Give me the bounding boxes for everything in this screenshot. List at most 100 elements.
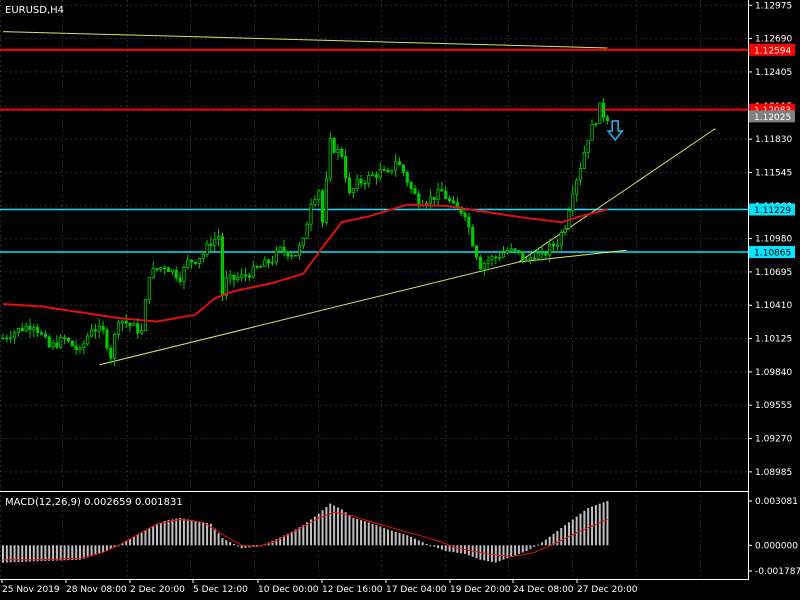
candle-body [105, 329, 109, 349]
candle-body [471, 226, 475, 247]
candle-body [578, 168, 583, 181]
candle-body [301, 237, 305, 247]
level-label-bg [749, 110, 795, 123]
macd-histogram-bar [233, 544, 235, 546]
macd-histogram-bar [352, 517, 355, 546]
macd-histogram-bar [560, 528, 563, 546]
candle-body [559, 232, 563, 246]
macd-histogram-bar [5, 545, 8, 563]
macd-histogram-bar [567, 522, 570, 546]
horizontal-levels[interactable] [0, 48, 748, 253]
candle-body [267, 259, 271, 264]
trendlines[interactable] [2, 31, 716, 366]
level-label: 1.12025 [754, 113, 791, 123]
macd-histogram-bar [587, 507, 590, 546]
candle-body [236, 277, 240, 280]
macd-histogram-bar [517, 545, 520, 554]
macd-histogram-bar [13, 545, 16, 563]
macd-histogram-bar [367, 522, 370, 546]
macd-histogram-bar [271, 540, 274, 546]
price-candles [1, 98, 610, 367]
macd-histogram-bar [440, 545, 443, 550]
candle-body [447, 198, 452, 202]
macd-tick-label: 0.000000 [755, 541, 798, 551]
macd-histogram-bar [394, 531, 397, 546]
candle-body [278, 246, 282, 252]
candle-body [555, 244, 560, 247]
candle-body [394, 161, 398, 171]
macd-histogram-bar [198, 521, 201, 546]
candle-body [155, 268, 159, 271]
macd-histogram-bar [144, 530, 147, 546]
macd-histogram-bar [348, 515, 351, 546]
candle-body [78, 347, 82, 351]
macd-histogram-bar [413, 538, 416, 546]
macd-histogram-bar [302, 525, 305, 546]
candle-body [66, 337, 71, 342]
macd-histogram-bar [290, 531, 293, 546]
candle-body [320, 190, 325, 223]
price-tick-label: 1.12975 [755, 1, 792, 11]
candle-body [93, 329, 97, 332]
candle-body [32, 327, 36, 331]
macd-histogram-bar [132, 536, 135, 546]
price-tick-label: 1.09840 [755, 368, 792, 378]
candle-body [305, 223, 309, 239]
macd-histogram-bar [598, 503, 601, 546]
candle-body [548, 243, 552, 256]
candle-body [428, 196, 432, 204]
macd-histogram-bar [533, 545, 536, 547]
macd-histogram-bar [406, 535, 409, 546]
candle-body [170, 269, 174, 273]
candle-body [340, 148, 344, 157]
macd-histogram-bar [333, 505, 336, 546]
macd-histogram-bar [321, 510, 324, 546]
macd-histogram-bar [402, 534, 405, 546]
macd-histogram-bar [602, 502, 605, 546]
macd-histogram-bar [548, 536, 551, 546]
arrow-shape [606, 120, 624, 142]
macd-histogram-bar [344, 512, 347, 546]
candle-body [9, 337, 13, 340]
macd-histogram-bar [125, 540, 128, 546]
candle-body [528, 257, 533, 261]
macd-histogram-bar [9, 545, 12, 563]
candle-body [12, 332, 17, 339]
macd-histogram-bar [564, 525, 567, 546]
candle-body [101, 325, 105, 331]
candle-body [47, 336, 51, 348]
macd-histogram-bar [448, 545, 451, 552]
macd-histogram-bar [194, 520, 197, 546]
candle-body [89, 329, 94, 337]
macd-histogram-bar [490, 545, 493, 562]
macd-histogram-bar [510, 545, 513, 557]
candle-body [255, 266, 259, 268]
price-tick-label: 1.12690 [755, 35, 792, 45]
candle-body [220, 236, 225, 296]
macd-histogram-bar [437, 545, 440, 549]
candle-body [494, 256, 498, 259]
candle-body [598, 102, 602, 125]
candle-body [197, 258, 201, 264]
time-tick-label: 2 Dec 20:00 [130, 585, 185, 595]
macd-histogram-bar [186, 519, 189, 546]
candle-body [132, 323, 136, 326]
macd-histogram-bar [105, 545, 108, 551]
candle-body [536, 253, 540, 259]
candle-body [205, 243, 209, 255]
macd-histogram-bar [102, 545, 105, 553]
macd-histogram-bar [109, 545, 112, 549]
level-label: 1.12594 [754, 46, 791, 56]
candle-body [247, 275, 251, 278]
candle-body [139, 330, 144, 334]
candle-body [317, 190, 321, 201]
candle-body [509, 248, 513, 251]
candle-body [390, 169, 394, 173]
candle-body [397, 161, 402, 166]
macd-histogram-bar [379, 526, 382, 546]
macd-histogram-bar [213, 528, 216, 546]
candle-body [336, 148, 340, 153]
candle-body [120, 320, 124, 324]
price-tick-label: 1.11830 [755, 135, 792, 145]
